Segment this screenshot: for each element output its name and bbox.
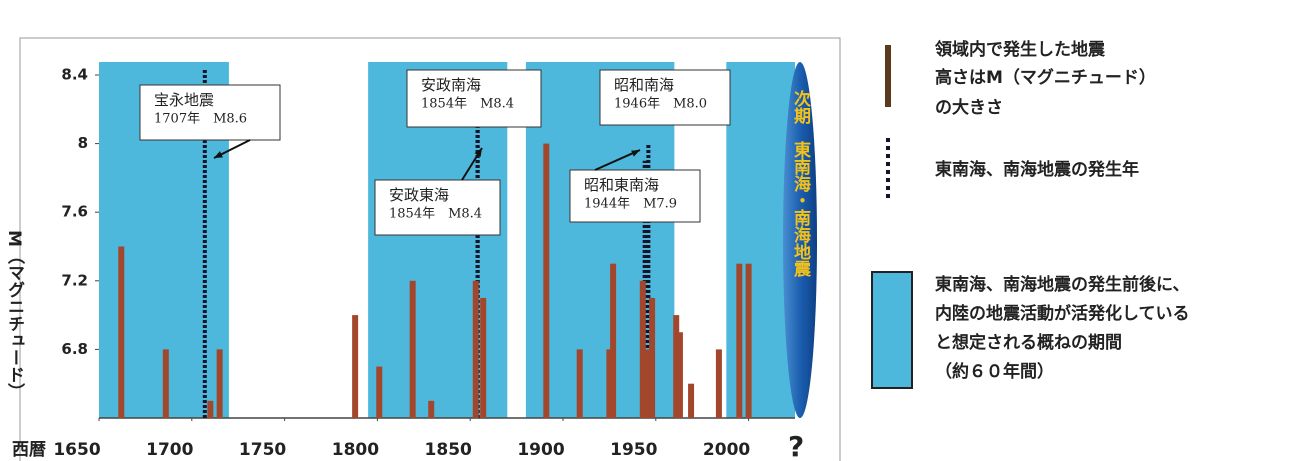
bar: [376, 366, 383, 418]
annotation-title: 昭和東南海: [584, 176, 659, 194]
annotation-box: [406, 69, 542, 128]
annotation-detail: 1854年 M8.4: [389, 207, 482, 222]
arrow-head: [214, 151, 223, 158]
bar: [409, 280, 416, 418]
bar: [643, 349, 650, 418]
next-quake: [783, 62, 817, 418]
bar: [649, 297, 656, 418]
next-label: 次期 東南海・南海地震: [790, 89, 812, 278]
legend-period: [871, 271, 913, 389]
annotation-title: 安政南海: [421, 76, 481, 94]
annotation-detail: 1946年 M8.0: [614, 97, 707, 112]
bar: [715, 349, 722, 418]
bar: [118, 246, 125, 418]
frame: [19, 37, 841, 461]
annotation-box: [569, 169, 701, 223]
x-tick-label: 1850: [425, 440, 472, 460]
y-tick-label: 8.4: [61, 66, 88, 84]
bar: [480, 297, 487, 418]
bar: [688, 383, 695, 418]
bar: [639, 280, 646, 418]
legend-text: 領域内で発生した地震: [935, 39, 1106, 60]
annotation-title: 宝永地震: [154, 91, 214, 109]
x-tick-label: 2000: [703, 440, 750, 460]
legend-bar: [885, 45, 891, 107]
annotation-title: 昭和南海: [614, 76, 674, 94]
y-tick-label: 6.8: [61, 340, 88, 358]
x-tick-label: 1650: [53, 440, 100, 460]
x-suffix: ?: [788, 430, 804, 461]
bar: [428, 400, 435, 418]
x-tick-label: 1950: [610, 440, 657, 460]
bar: [352, 315, 359, 418]
y-axis-label: M（マグニチュード）: [4, 230, 25, 400]
legend-text: 高さはM（マグニチュード）: [935, 67, 1156, 88]
legend-text: 内陸の地震活動が活発化している: [935, 303, 1190, 324]
annotation-detail: 1944年 M7.9: [584, 197, 677, 212]
annotation-box: [374, 179, 501, 236]
annotation-title: 安政東海: [389, 186, 449, 204]
x-tick-label: 1800: [332, 440, 379, 460]
x-tick-label: 1700: [146, 440, 193, 460]
x-prefix: 西暦: [12, 440, 46, 460]
arrow-head: [631, 150, 640, 157]
bar: [543, 143, 550, 418]
bar: [676, 332, 683, 418]
bar: [472, 280, 479, 418]
bar: [736, 263, 743, 418]
annotation-box: [599, 69, 731, 126]
x-tick-label: 1900: [517, 440, 564, 460]
bar: [745, 263, 752, 418]
legend-text: 東南海、南海地震の発生年: [935, 159, 1139, 180]
legend-text: （約６０年間）: [935, 361, 1054, 382]
arrow-head: [474, 148, 482, 157]
y-tick-label: 7.2: [61, 271, 88, 289]
bar: [216, 349, 223, 418]
y-tick-label: 8: [78, 134, 88, 152]
legend-text: 東南海、南海地震の発生前後に、: [935, 274, 1190, 295]
bar: [606, 349, 613, 418]
y-tick-label: 7.6: [61, 203, 88, 221]
annotation-detail: 1707年 M8.6: [154, 112, 247, 127]
bar: [207, 400, 214, 418]
legend-text: と想定される概ねの期間: [935, 332, 1122, 353]
bar: [576, 349, 583, 418]
annotation-box: [139, 84, 281, 141]
bar: [162, 349, 169, 418]
bar: [673, 315, 680, 418]
legend-text: の大きさ: [935, 97, 1003, 118]
annotation-detail: 1854年 M8.4: [421, 97, 514, 112]
x-tick-label: 1750: [239, 440, 286, 460]
bar: [610, 263, 617, 418]
